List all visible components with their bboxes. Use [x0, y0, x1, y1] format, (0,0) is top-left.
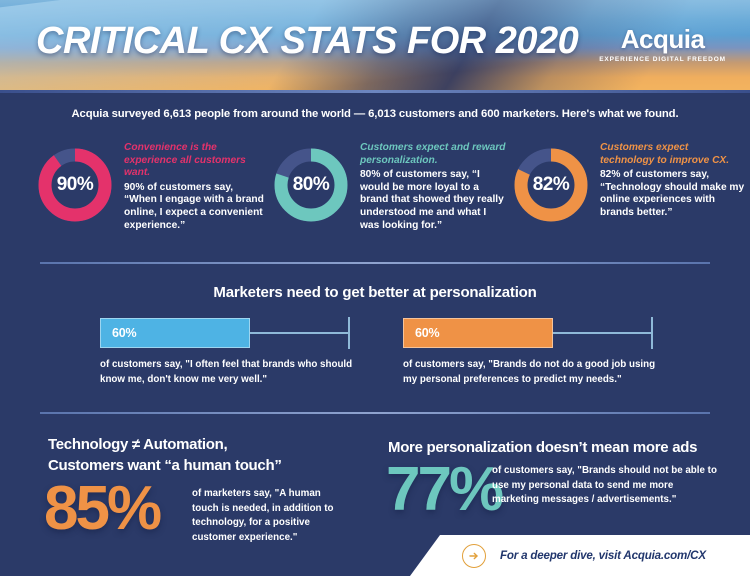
bar-value-2: 60% — [415, 326, 440, 340]
bar-caption-2: of customers say, "Brands do not do a go… — [403, 359, 656, 385]
bar-fill-2: 60% — [403, 318, 553, 348]
bottom-right-headline: More personalization doesn’t mean more a… — [388, 439, 698, 456]
arrow-right-glyph — [469, 552, 478, 559]
bottom-left-headline-line1: Technology ≠ Automation, — [48, 436, 228, 453]
donut-svg — [514, 148, 588, 222]
donut-stat-2: 80% Customers expect and reward personal… — [272, 140, 506, 250]
donut-chart-90: 90% — [36, 146, 114, 224]
logo-wordmark: Acquia — [620, 24, 705, 54]
divider-bottom — [40, 412, 710, 414]
bar-track-1: 60% — [100, 317, 350, 349]
bar-track-2: 60% — [403, 317, 653, 349]
bars-section-title: Marketers need to get better at personal… — [213, 284, 537, 301]
donut-headline-2: Customers expect and reward personalizat… — [360, 142, 506, 166]
donut-body-1: 90% of customers say, “When I engage wit… — [124, 181, 264, 231]
donut-value-90: 90% — [56, 174, 94, 195]
bottom-left-big-value: 85% — [44, 474, 162, 543]
acquia-logo: Acquia EXPERIENCE DIGITAL FREEDOM — [599, 26, 726, 63]
donut-stat-1: 90% Convenience is the experience all cu… — [36, 140, 266, 250]
bottom-left-body: of marketers say, "A human touch is need… — [192, 488, 334, 543]
bar-caption-1: of customers say, "I often feel that bra… — [100, 359, 353, 385]
donut-chart-82: 82% — [512, 146, 590, 224]
donut-headline-3: Customers expect technology to improve C… — [600, 142, 730, 166]
logo-tagline: EXPERIENCE DIGITAL FREEDOM — [599, 56, 726, 63]
donut-body-2: 80% of customers say, “I would be more l… — [360, 169, 504, 231]
donut-value-80: 80% — [292, 174, 330, 195]
donut-text-3: Customers expect technology to improve C… — [600, 142, 745, 220]
bottom-right-body: of customers say, "Brands should not be … — [492, 465, 717, 505]
bar-fill-1: 60% — [100, 318, 250, 348]
footer-bar: For a deeper dive, visit Acquia.com/CX — [0, 535, 750, 576]
footer-content[interactable]: For a deeper dive, visit Acquia.com/CX — [410, 535, 750, 576]
bar-stat-1: 60% — [100, 317, 350, 349]
donut-svg — [274, 148, 348, 222]
donut-body-3: 82% of customers say, “Technology should… — [600, 169, 745, 218]
donut-headline-1: Convenience is the experience all custom… — [124, 142, 246, 179]
donut-text-1: Convenience is the experience all custom… — [124, 142, 264, 232]
donut-text-2: Customers expect and reward personalizat… — [360, 142, 508, 232]
donut-value-82: 82% — [532, 174, 570, 195]
bar-axis-tick-1 — [348, 317, 350, 349]
footer-cta-link[interactable]: For a deeper dive, visit Acquia.com/CX — [500, 549, 706, 562]
bar-stat-2: 60% — [403, 317, 653, 349]
donut-chart-80: 80% — [272, 146, 350, 224]
bar-value-1: 60% — [112, 326, 137, 340]
arrow-right-circle-icon[interactable] — [462, 543, 486, 568]
bottom-right-big-value: 77% — [386, 455, 504, 524]
header-banner: CRITICAL CX STATS FOR 2020 Acquia EXPERI… — [0, 0, 750, 92]
donut-stat-3: 82% Customers expect technology to impro… — [512, 140, 745, 250]
page-title: CRITICAL CX STATS FOR 2020 — [36, 20, 579, 62]
donut-svg — [38, 148, 112, 222]
bar-axis-tick-2 — [651, 317, 653, 349]
divider-top — [40, 262, 710, 264]
donut-stats-row: 90% Convenience is the experience all cu… — [0, 140, 750, 255]
header-rule — [0, 90, 750, 93]
survey-subtitle: Acquia surveyed 6,613 people from around… — [71, 108, 679, 120]
bottom-left-headline-line2: Customers want “a human touch” — [48, 457, 282, 474]
